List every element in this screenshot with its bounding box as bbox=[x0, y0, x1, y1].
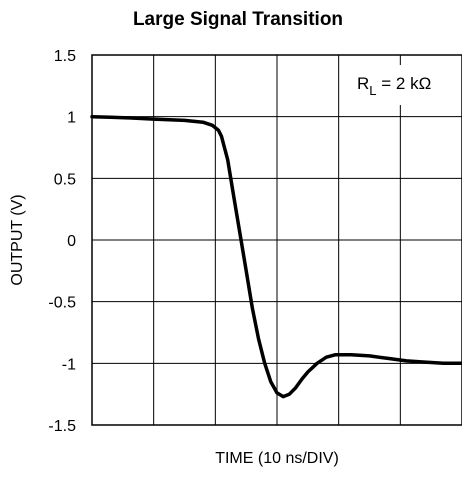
grid bbox=[92, 55, 462, 425]
y-tick-label: -1.5 bbox=[48, 418, 76, 435]
y-tick-label: 0.5 bbox=[54, 171, 76, 188]
plot-frame bbox=[91, 54, 462, 426]
y-axis-label: OUTPUT (V) bbox=[9, 194, 26, 285]
annotation-background bbox=[345, 65, 455, 105]
y-tick-label: -1 bbox=[62, 356, 76, 373]
chart-title: Large Signal Transition bbox=[133, 9, 343, 30]
y-tick-label: -0.5 bbox=[48, 295, 76, 312]
x-axis-label: TIME (10 ns/DIV) bbox=[215, 450, 339, 467]
y-tick-label: 0 bbox=[67, 233, 76, 250]
y-tick-labels: 1.5 1 0.5 0 -0.5 -1 -1.5 bbox=[48, 48, 76, 435]
series-line bbox=[90, 114, 462, 399]
annotation-rl: RL = 2 kΩ bbox=[345, 65, 455, 105]
y-tick-label: 1 bbox=[67, 110, 76, 127]
annotation-text: RL = 2 kΩ bbox=[357, 74, 431, 98]
y-tick-label: 1.5 bbox=[54, 48, 76, 65]
